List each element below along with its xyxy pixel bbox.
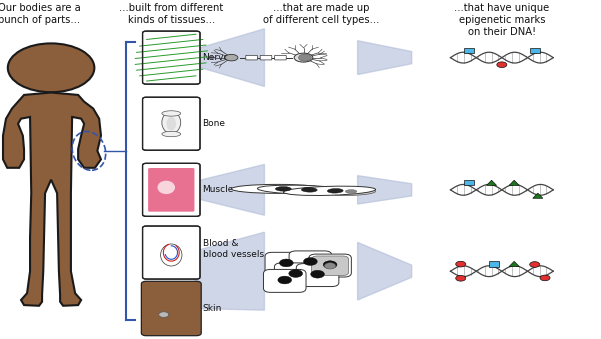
FancyBboxPatch shape	[265, 252, 308, 275]
Text: Blood &
blood vessels: Blood & blood vessels	[203, 239, 264, 259]
Polygon shape	[358, 176, 412, 204]
FancyBboxPatch shape	[275, 55, 286, 60]
FancyBboxPatch shape	[489, 261, 499, 266]
Ellipse shape	[162, 111, 181, 116]
Circle shape	[8, 43, 94, 92]
Circle shape	[497, 62, 507, 67]
Polygon shape	[509, 180, 519, 185]
FancyBboxPatch shape	[529, 48, 540, 53]
FancyBboxPatch shape	[263, 270, 306, 292]
Ellipse shape	[284, 186, 376, 196]
Polygon shape	[195, 164, 264, 215]
Ellipse shape	[157, 181, 175, 194]
Text: Our bodies are a
bunch of parts...: Our bodies are a bunch of parts...	[0, 3, 81, 25]
Circle shape	[279, 259, 293, 267]
FancyBboxPatch shape	[246, 55, 257, 60]
Circle shape	[159, 312, 169, 317]
FancyBboxPatch shape	[142, 97, 200, 150]
Text: ...built from different
kinds of tissues...: ...built from different kinds of tissues…	[119, 3, 224, 25]
FancyBboxPatch shape	[275, 263, 317, 286]
Ellipse shape	[294, 53, 313, 62]
FancyBboxPatch shape	[142, 163, 200, 216]
FancyBboxPatch shape	[464, 180, 474, 185]
Polygon shape	[509, 261, 519, 266]
Polygon shape	[532, 193, 543, 198]
FancyBboxPatch shape	[311, 256, 349, 276]
Ellipse shape	[257, 185, 350, 195]
Ellipse shape	[166, 117, 176, 131]
Ellipse shape	[328, 188, 343, 193]
Ellipse shape	[225, 54, 238, 61]
Polygon shape	[195, 29, 264, 86]
FancyBboxPatch shape	[289, 251, 332, 274]
Polygon shape	[487, 180, 496, 185]
Circle shape	[311, 270, 325, 278]
Ellipse shape	[275, 186, 291, 191]
Ellipse shape	[162, 112, 181, 134]
FancyBboxPatch shape	[464, 48, 474, 53]
Ellipse shape	[324, 188, 376, 196]
FancyBboxPatch shape	[141, 281, 201, 336]
Circle shape	[456, 261, 466, 267]
FancyBboxPatch shape	[142, 31, 200, 84]
FancyBboxPatch shape	[142, 226, 200, 279]
FancyBboxPatch shape	[148, 168, 195, 212]
Ellipse shape	[231, 184, 324, 193]
Circle shape	[278, 276, 291, 284]
Circle shape	[289, 270, 302, 277]
FancyBboxPatch shape	[309, 254, 352, 277]
Ellipse shape	[301, 187, 317, 192]
Ellipse shape	[346, 190, 357, 193]
Text: Bone: Bone	[203, 119, 225, 128]
Polygon shape	[358, 242, 412, 300]
Polygon shape	[3, 93, 101, 306]
Text: Muscle: Muscle	[203, 185, 234, 194]
FancyBboxPatch shape	[296, 264, 339, 286]
Circle shape	[325, 263, 336, 269]
Circle shape	[323, 261, 337, 268]
Ellipse shape	[162, 131, 181, 137]
Text: ...that are made up
of different cell types...: ...that are made up of different cell ty…	[263, 3, 380, 25]
Polygon shape	[358, 41, 412, 75]
Polygon shape	[195, 232, 264, 310]
Circle shape	[304, 258, 317, 265]
Circle shape	[540, 275, 550, 281]
Text: Nerves: Nerves	[203, 53, 234, 62]
FancyBboxPatch shape	[260, 55, 272, 60]
Circle shape	[299, 54, 311, 61]
Text: ...that have unique
epigenetic marks
on their DNA!: ...that have unique epigenetic marks on …	[454, 3, 549, 37]
Circle shape	[529, 262, 540, 267]
Text: Skin: Skin	[203, 304, 222, 313]
Ellipse shape	[160, 244, 182, 266]
Circle shape	[456, 276, 466, 281]
